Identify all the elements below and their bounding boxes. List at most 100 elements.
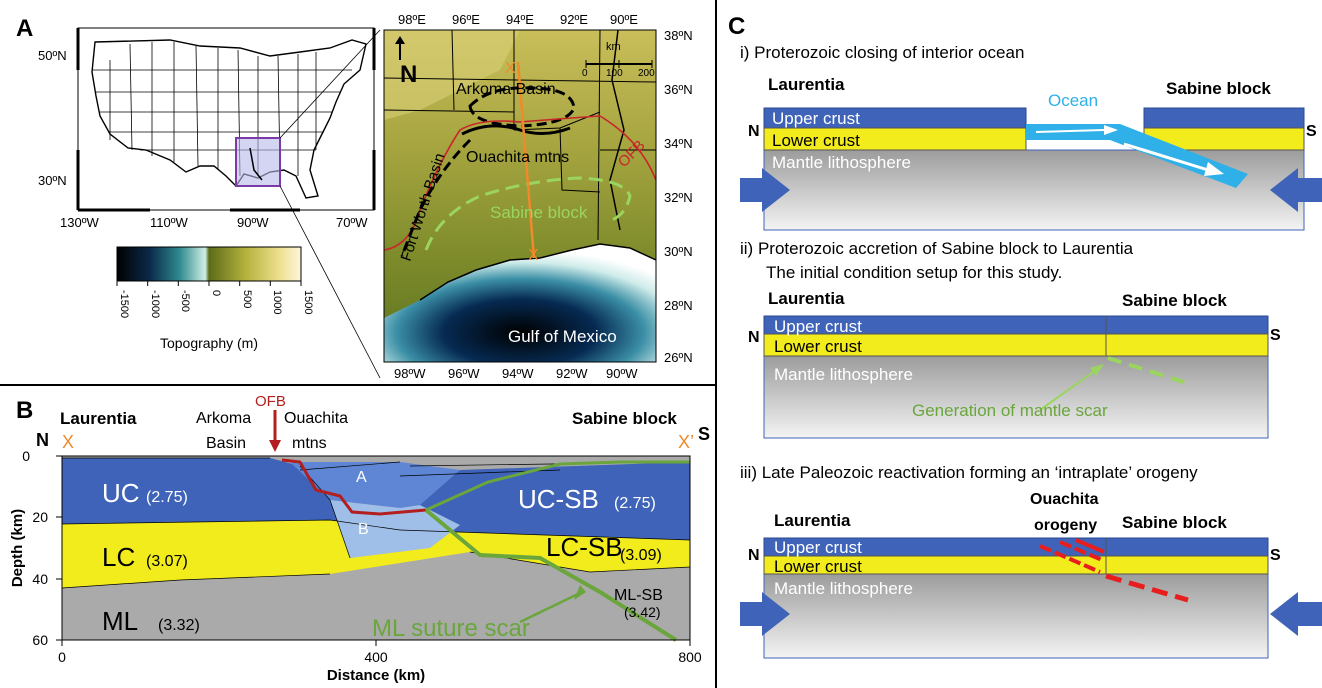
colorbar-tick: -500 <box>179 290 191 312</box>
arkoma-label-line1: Arkoma <box>196 410 251 427</box>
y-tick: 0 <box>22 448 30 464</box>
lon-label: 90ºW <box>237 215 269 230</box>
scale-unit: km <box>606 41 621 53</box>
right-lat-label: 34ºN <box>664 136 693 151</box>
uc-sb-density: (2.75) <box>614 495 656 512</box>
arkoma-basin-label: Arkoma Basin <box>456 81 556 98</box>
colorbar-tick: -1500 <box>118 290 130 318</box>
block-b-label: B <box>358 521 369 538</box>
colorbar-tick: -1000 <box>149 290 161 318</box>
top-lon-label: 90ºE <box>610 12 638 27</box>
right-lat-label: 36ºN <box>664 82 693 97</box>
right-lat-label: 38ºN <box>664 28 693 43</box>
stage-iii-orogeny-line2: orogeny <box>1034 517 1097 534</box>
stage-ii-sabine: Sabine block <box>1122 291 1227 310</box>
gulf-of-mexico-label: Gulf of Mexico <box>508 327 617 346</box>
stage-iii-diagram <box>740 537 1322 659</box>
laurentia-label: Laurentia <box>60 409 137 428</box>
panel-label-b: B <box>16 397 33 424</box>
sabine-block-label: Sabine block <box>490 203 588 222</box>
stage-i-lower-crust: Lower crust <box>772 131 860 150</box>
uc-label: UC <box>102 478 140 508</box>
stage-ii-scar-label: Generation of mantle scar <box>912 401 1108 420</box>
uc-sb-label: UC-SB <box>518 484 599 514</box>
sabine-block-label: Sabine block <box>572 409 677 428</box>
stage-iii-upper-crust: Upper crust <box>774 538 862 557</box>
south-end-label: S <box>698 424 710 444</box>
lon-label: 110ºW <box>150 215 188 230</box>
north-end-label: N <box>36 430 49 450</box>
lon-label: 130ºW <box>60 215 99 230</box>
stage-ii-upper-crust: Upper crust <box>774 317 862 336</box>
top-lon-label: 94ºE <box>506 12 534 27</box>
stage-ii-mantle: Mantle lithosphere <box>774 365 913 384</box>
stage-i-mantle: Mantle lithosphere <box>772 153 911 172</box>
stage-iii-orogeny-line1: Ouachita <box>1030 491 1099 508</box>
y-tick: 40 <box>32 571 48 587</box>
ml-density: (3.32) <box>158 617 200 634</box>
stage-ii-lower-crust: Lower crust <box>774 337 862 356</box>
bottom-lon-label: 96ºW <box>448 366 480 381</box>
lon-label: 70ºW <box>336 215 368 230</box>
stage-iii-s: S <box>1270 547 1281 564</box>
right-lat-label: 32ºN <box>664 190 693 205</box>
right-lat-label: 28ºN <box>664 298 693 313</box>
colorbar-tick: 0 <box>210 290 222 296</box>
panel-label-a: A <box>16 15 33 42</box>
stage-i-ocean: Ocean <box>1048 91 1098 110</box>
ouachita-label-line2: mtns <box>292 435 327 452</box>
x-tick: 400 <box>364 649 388 665</box>
scale-tick: 100 <box>606 68 623 79</box>
stage-iii-laurentia: Laurentia <box>774 511 851 530</box>
x-tick: 0 <box>58 649 66 665</box>
lc-density: (3.07) <box>146 553 188 570</box>
stage-i-n: N <box>748 123 760 140</box>
top-lon-label: 96ºE <box>452 12 480 27</box>
lat-label: 50ºN <box>38 48 67 63</box>
stage-ii-s: S <box>1270 327 1281 344</box>
stage-i-diagram <box>740 107 1322 231</box>
stage-iii-n: N <box>748 547 760 564</box>
x-tick: 800 <box>678 649 702 665</box>
arkoma-label-line2: Basin <box>206 435 246 452</box>
panel-label-c: C <box>728 13 745 40</box>
ml-sb-density: (3.42) <box>624 604 661 620</box>
right-lat-label: 30ºN <box>664 244 693 259</box>
stage-i-s: S <box>1306 123 1317 140</box>
stage-iii-lower-crust: Lower crust <box>774 557 862 576</box>
cross-section-b <box>56 455 691 646</box>
uc-density: (2.75) <box>146 489 188 506</box>
scale-tick: 0 <box>582 68 588 79</box>
stage-i-title: i) Proterozoic closing of interior ocean <box>740 43 1024 62</box>
x-axis-label: Distance (km) <box>327 667 425 684</box>
stage-i-sabine: Sabine block <box>1166 79 1271 98</box>
stage-ii-subtitle: The initial condition setup for this stu… <box>766 263 1062 282</box>
scale-tick: 200 <box>638 68 655 79</box>
block-a-label: A <box>356 469 367 486</box>
stage-iii-title: iii) Late Paleozoic reactivation forming… <box>740 463 1198 482</box>
colorbar-tick: 1000 <box>271 290 283 314</box>
lc-sb-label: LC-SB <box>546 532 623 562</box>
transect-start-x: X <box>505 60 516 77</box>
ml-sb-label: ML-SB <box>614 587 663 604</box>
stage-iii-sabine: Sabine block <box>1122 513 1227 532</box>
y-tick: 20 <box>32 509 48 525</box>
x-marker: X <box>62 432 74 452</box>
lc-sb-density: (3.09) <box>620 547 662 564</box>
stage-iii-mantle: Mantle lithosphere <box>774 579 913 598</box>
us-map <box>76 27 381 379</box>
lat-label: 30ºN <box>38 173 67 188</box>
y-tick: 60 <box>32 632 48 648</box>
right-lat-label: 26ºN <box>664 350 693 365</box>
colorbar-tick: 1500 <box>302 290 314 314</box>
ouachita-mtns-label: Ouachita mtns <box>466 149 569 166</box>
top-lon-label: 98ºE <box>398 12 426 27</box>
regional-topo-map <box>383 29 657 363</box>
stage-ii-title: ii) Proterozoic accretion of Sabine bloc… <box>740 239 1134 258</box>
colorbar-label: Topography (m) <box>160 335 258 351</box>
x-prime-marker: X’ <box>678 432 694 452</box>
stage-ii-n: N <box>748 329 760 346</box>
bottom-lon-label: 94ºW <box>502 366 534 381</box>
colorbar-tick: 500 <box>241 290 253 308</box>
